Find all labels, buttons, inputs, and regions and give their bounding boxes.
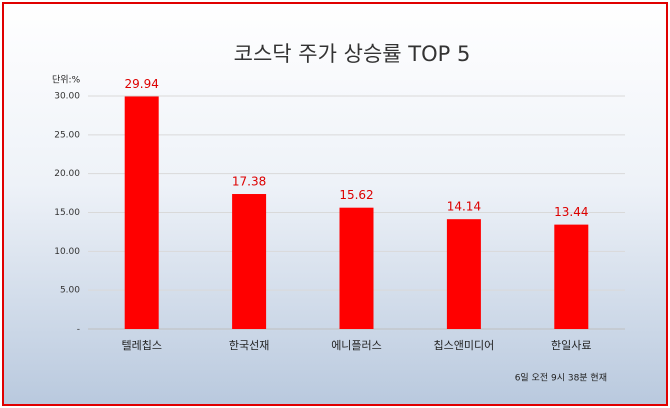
chart-title: 코스닥 주가 상승률 TOP 5 xyxy=(234,42,471,66)
x-tick-label: 한국선재 xyxy=(229,339,269,352)
y-tick-label: 15.00 xyxy=(54,208,80,218)
y-tick-label: 25.00 xyxy=(54,130,80,140)
value-label: 14.14 xyxy=(447,200,481,214)
bar xyxy=(339,207,374,329)
value-label: 15.62 xyxy=(339,188,373,202)
x-tick-label: 텔레칩스 xyxy=(121,339,161,352)
y-tick-label: 20.00 xyxy=(54,169,80,179)
bar xyxy=(554,224,589,329)
bar xyxy=(232,194,267,329)
x-tick-label: 한일사료 xyxy=(551,338,591,352)
y-tick-label: 10.00 xyxy=(54,247,80,257)
note: 6일 오전 9시 38분 현재 xyxy=(515,373,607,384)
x-tick-label: 에니플러스 xyxy=(331,339,382,352)
x-tick-label: 칩스앤미디어 xyxy=(434,339,495,352)
value-label: 17.38 xyxy=(232,175,266,189)
bar xyxy=(446,219,481,329)
unit-label: 단위:% xyxy=(52,75,81,86)
y-tick-label: 30.00 xyxy=(54,92,80,102)
y-tick-label: 5.00 xyxy=(60,286,80,296)
bar xyxy=(124,96,159,329)
value-label: 13.44 xyxy=(554,205,588,219)
value-label: 29.94 xyxy=(125,77,159,91)
y-tick-label: - xyxy=(77,325,80,335)
